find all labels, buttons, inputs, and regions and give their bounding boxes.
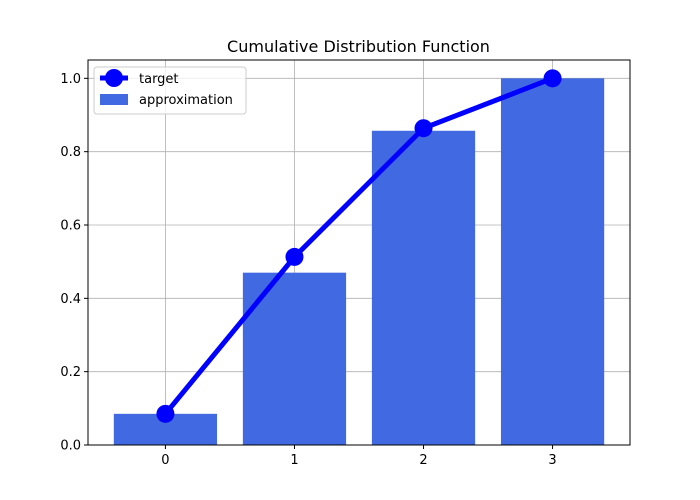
x-axis-ticks: 0 1 2 3 xyxy=(161,445,557,468)
line-series-group xyxy=(156,69,562,423)
y-tick-label: 0.8 xyxy=(60,145,81,160)
chart-title: Cumulative Distribution Function xyxy=(227,37,490,56)
y-tick-label: 0.4 xyxy=(60,292,81,307)
x-tick-label: 2 xyxy=(419,453,427,468)
legend-bar-swatch xyxy=(100,94,128,105)
legend: target approximation xyxy=(93,66,247,115)
target-line xyxy=(163,76,554,416)
axes-frame xyxy=(87,59,631,446)
target-point xyxy=(414,119,433,138)
y-tick-label: 0.0 xyxy=(60,439,81,454)
bar-approximation xyxy=(500,78,605,445)
y-axis-ticks: 0.0 0.2 0.4 0.6 0.8 1.0 xyxy=(60,72,88,454)
target-point xyxy=(156,404,175,423)
legend-label-target: target xyxy=(139,72,179,87)
y-tick-label: 0.2 xyxy=(60,365,81,380)
y-tick-label: 1.0 xyxy=(60,72,81,87)
target-point xyxy=(285,247,304,266)
legend-box xyxy=(93,66,247,115)
legend-marker-swatch xyxy=(105,69,123,87)
target-point xyxy=(543,69,562,88)
x-tick-label: 3 xyxy=(548,453,556,468)
bar-approximation xyxy=(371,130,476,445)
legend-label-approximation: approximation xyxy=(139,93,233,108)
y-tick-label: 0.6 xyxy=(60,219,81,234)
x-tick-label: 0 xyxy=(161,453,169,468)
x-tick-label: 1 xyxy=(290,453,298,468)
